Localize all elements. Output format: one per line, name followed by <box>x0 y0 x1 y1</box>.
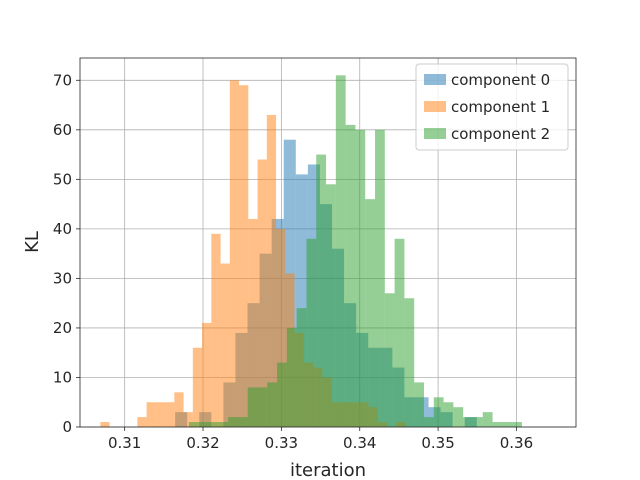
y-tick-label: 10 <box>53 368 72 386</box>
histogram-bar <box>365 199 376 427</box>
histogram-bar <box>192 347 203 427</box>
histogram-bar <box>394 238 405 427</box>
histogram-bar <box>306 238 317 427</box>
histogram-bar <box>335 75 346 427</box>
histogram-bar <box>174 392 184 427</box>
legend: component 0 component 1 component 2 <box>415 63 569 151</box>
histogram-bar <box>316 154 327 427</box>
y-tick-label: 70 <box>53 71 72 89</box>
legend-label: component 2 <box>451 125 550 143</box>
histogram-bar <box>345 124 356 427</box>
x-tick-label: 0.34 <box>343 434 376 452</box>
histogram-bar <box>267 382 278 427</box>
legend-box <box>415 63 569 151</box>
y-tick-label: 40 <box>53 220 72 238</box>
histogram-bar <box>257 159 267 427</box>
histogram-bar <box>100 422 110 427</box>
x-tick-label: 0.31 <box>108 434 141 452</box>
histogram-bar <box>502 422 513 427</box>
histogram-bar <box>257 387 268 427</box>
histogram-bar <box>463 417 473 427</box>
histogram-bar <box>326 184 336 427</box>
histogram-bar <box>137 417 147 427</box>
x-tick-label: 0.33 <box>265 434 298 452</box>
legend-swatch <box>424 101 446 112</box>
histogram-bar <box>277 362 287 427</box>
histogram-bar <box>453 407 464 427</box>
legend-label: component 1 <box>451 98 550 116</box>
histogram-bar <box>276 228 286 427</box>
x-axis-label: iteration <box>290 460 366 480</box>
legend-swatch <box>424 74 446 85</box>
histogram-bar <box>211 233 221 427</box>
histogram-bar <box>228 417 238 427</box>
histogram-bar <box>220 263 230 427</box>
histogram-bar <box>155 402 166 427</box>
histogram-bar <box>296 308 307 427</box>
histogram-bar <box>375 129 385 427</box>
histogram-bar <box>512 422 522 427</box>
y-tick-label: 30 <box>53 269 72 287</box>
histogram-bar <box>165 402 175 427</box>
histogram-bar <box>472 417 483 427</box>
histogram-bar <box>183 412 193 427</box>
histogram-bar <box>423 417 434 427</box>
histogram-bar <box>248 218 258 427</box>
histogram-bar <box>482 412 493 427</box>
histogram-bar <box>404 298 415 427</box>
histogram-bar <box>237 417 248 427</box>
x-tick-label: 0.32 <box>186 434 219 452</box>
histogram-bar <box>433 397 444 427</box>
histogram-bar <box>218 422 229 427</box>
histogram-bar <box>355 129 366 427</box>
histogram-bar <box>198 422 209 427</box>
histogram-bar <box>247 387 258 427</box>
histogram-bar <box>188 422 199 427</box>
histogram-bar <box>202 322 212 427</box>
y-tick-label: 60 <box>53 121 72 139</box>
x-tick-label: 0.36 <box>500 434 533 452</box>
y-tick-label: 50 <box>53 170 72 188</box>
y-tick-label: 20 <box>53 319 72 337</box>
histogram-bar <box>286 327 297 427</box>
x-tick-label: 0.35 <box>421 434 454 452</box>
histogram-bars <box>100 75 522 428</box>
histogram-bar <box>492 422 503 427</box>
histogram-bar <box>208 422 219 427</box>
series-2 <box>188 75 522 427</box>
histogram-bar <box>443 402 454 427</box>
histogram-bar <box>384 293 395 427</box>
histogram-bar <box>266 114 277 428</box>
legend-swatch <box>424 128 446 139</box>
histogram-bar <box>239 85 249 427</box>
y-axis-label: KL <box>22 231 43 253</box>
histogram-bar <box>146 402 156 427</box>
axis-ticks: 0.31 0.32 0.33 0.34 0.35 0.36 0 10 20 30 40 50 60 70 <box>53 71 533 452</box>
histogram-bar <box>229 80 240 428</box>
legend-label: component 0 <box>451 71 550 89</box>
y-tick-label: 0 <box>62 418 72 436</box>
histogram-bar <box>414 382 424 427</box>
plot-frame <box>79 57 577 428</box>
